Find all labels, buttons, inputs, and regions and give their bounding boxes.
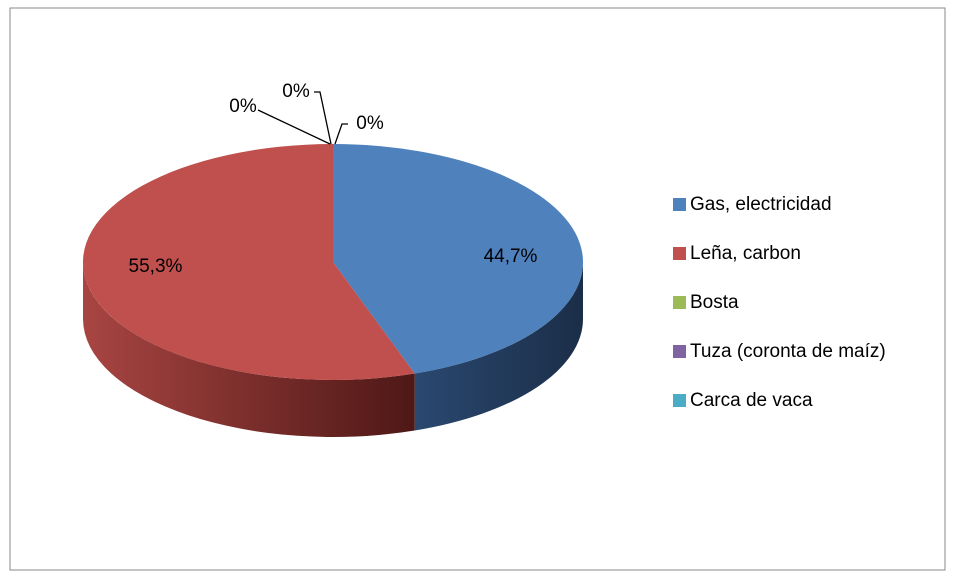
legend-label: Gas, electricidad [690, 194, 832, 215]
data-label: 0% [282, 81, 310, 102]
legend-swatch [673, 247, 686, 260]
leader-line [334, 123, 348, 145]
leader-line [257, 109, 331, 145]
legend-label: Leña, carbon [690, 243, 801, 264]
leader-line [314, 91, 332, 145]
legend-swatch [673, 394, 686, 407]
legend-swatch [673, 345, 686, 358]
pie-side [83, 262, 415, 437]
legend-label: Tuza (coronta de maíz) [690, 341, 886, 362]
legend-swatch [673, 296, 686, 309]
pie-slice [83, 144, 415, 380]
pie-slice [333, 144, 584, 374]
pie-side [414, 262, 583, 431]
data-label: 0% [229, 96, 257, 117]
legend-swatch [673, 198, 686, 211]
legend-label: Carca de vaca [690, 390, 813, 411]
data-label: 55,3% [129, 256, 183, 277]
data-label: 0% [356, 113, 384, 134]
legend-label: Bosta [690, 292, 739, 313]
data-label: 44,7% [484, 246, 538, 267]
